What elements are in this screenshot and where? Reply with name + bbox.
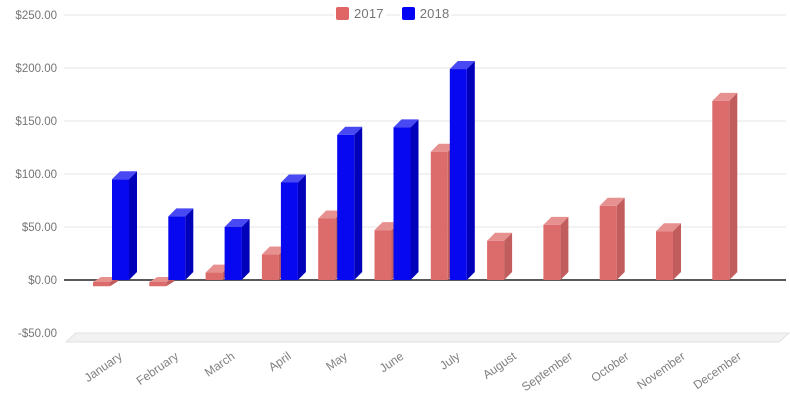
bar-2017-july[interactable]: [430, 151, 448, 280]
bar-2017-october-top: [599, 197, 625, 206]
bar-2017-october[interactable]: [599, 205, 617, 280]
legend-swatch-2017-icon: [336, 7, 349, 20]
bar-2017-october-side: [616, 197, 625, 280]
bar-2018-april[interactable]: [280, 182, 298, 280]
bar-2018-april-top: [280, 174, 306, 183]
y-tick-50: $50.00: [22, 222, 57, 234]
y-tick-0: $0.00: [28, 275, 57, 287]
bar-2018-january[interactable]: [112, 179, 129, 280]
bar-2018-may-side: [354, 126, 363, 280]
bar-2018-january-side: [129, 171, 137, 280]
bar-2017-december-side: [729, 92, 738, 280]
bar-2018-may-top: [337, 126, 363, 135]
bar-2018-march[interactable]: [224, 227, 242, 280]
bar-2017-november[interactable]: [656, 231, 673, 280]
bar-2017-november-top: [656, 223, 681, 232]
legend-item-2017[interactable]: 2017: [334, 6, 386, 21]
bar-2017-april-top: [261, 246, 287, 255]
bar-2017-june[interactable]: [374, 230, 392, 280]
x-label-march: March: [202, 349, 237, 380]
legend-label-2018: 2018: [419, 6, 450, 21]
bar-2017-august-side: [504, 232, 513, 280]
x-label-october: October: [588, 349, 631, 385]
bar-2018-january-top: [112, 171, 137, 180]
bar-2017-february[interactable]: [149, 282, 167, 287]
bar-2017-december-top: [712, 92, 738, 101]
x-label-november: November: [634, 349, 687, 392]
y-tick-200: $200.00: [15, 63, 57, 75]
bar-2018-may[interactable]: [337, 134, 355, 280]
bar-2017-january[interactable]: [93, 282, 110, 287]
bar-2017-september-top: [543, 216, 569, 225]
bar-2017-december[interactable]: [712, 100, 730, 280]
bar-2017-april[interactable]: [261, 254, 279, 280]
x-label-june: June: [377, 349, 407, 376]
bar-2017-january-top: [93, 277, 118, 282]
x-label-september: September: [519, 349, 575, 394]
y-tick-100: $100.00: [15, 169, 57, 181]
bar-2018-june-side: [410, 119, 419, 280]
y-tick-150: $150.00: [15, 116, 57, 128]
bar-2017-february-top: [149, 277, 175, 282]
bar-2018-february-top: [168, 208, 194, 217]
bar-2018-february[interactable]: [168, 216, 186, 280]
x-label-january: January: [82, 349, 125, 385]
bar-2017-june-top: [374, 222, 400, 231]
bar-2018-april-side: [297, 174, 306, 280]
x-label-december: December: [691, 349, 744, 392]
bar-2018-july-top: [449, 61, 475, 70]
y-tick-250: $250.00: [15, 10, 57, 22]
bar-2017-july-top: [430, 143, 456, 152]
bar-2018-february-side: [185, 208, 194, 280]
bar-2017-november-side: [673, 223, 681, 280]
bar-2017-august-top: [487, 232, 513, 241]
x-label-august: August: [480, 349, 519, 382]
bar-2017-march-top: [205, 264, 231, 273]
bar-2018-june-top: [393, 119, 419, 128]
bar-2018-march-top: [224, 219, 250, 227]
x-label-february: February: [134, 349, 181, 388]
bar-2017-march[interactable]: [205, 272, 223, 280]
chart-floor: [64, 332, 790, 343]
bar-2018-june[interactable]: [393, 127, 411, 280]
bar-2018-july[interactable]: [449, 69, 467, 280]
legend-swatch-2018-icon: [401, 7, 415, 20]
y-tick--50: -$50.00: [18, 328, 57, 340]
x-label-may: May: [323, 349, 350, 373]
x-label-april: April: [266, 349, 294, 374]
x-label-july: July: [437, 349, 463, 373]
bar-2017-august[interactable]: [487, 240, 505, 280]
chart-legend: 2017 2018: [334, 6, 452, 21]
legend-label-2017: 2017: [354, 6, 384, 21]
bar-2017-may[interactable]: [318, 218, 336, 280]
bar-2017-may-top: [318, 210, 344, 219]
bar-2017-september-side: [560, 216, 569, 280]
bar-2018-march-side: [241, 219, 250, 280]
bar-2017-september[interactable]: [543, 224, 561, 280]
legend-item-2018[interactable]: 2018: [399, 6, 452, 21]
bar-2018-july-side: [466, 61, 475, 281]
